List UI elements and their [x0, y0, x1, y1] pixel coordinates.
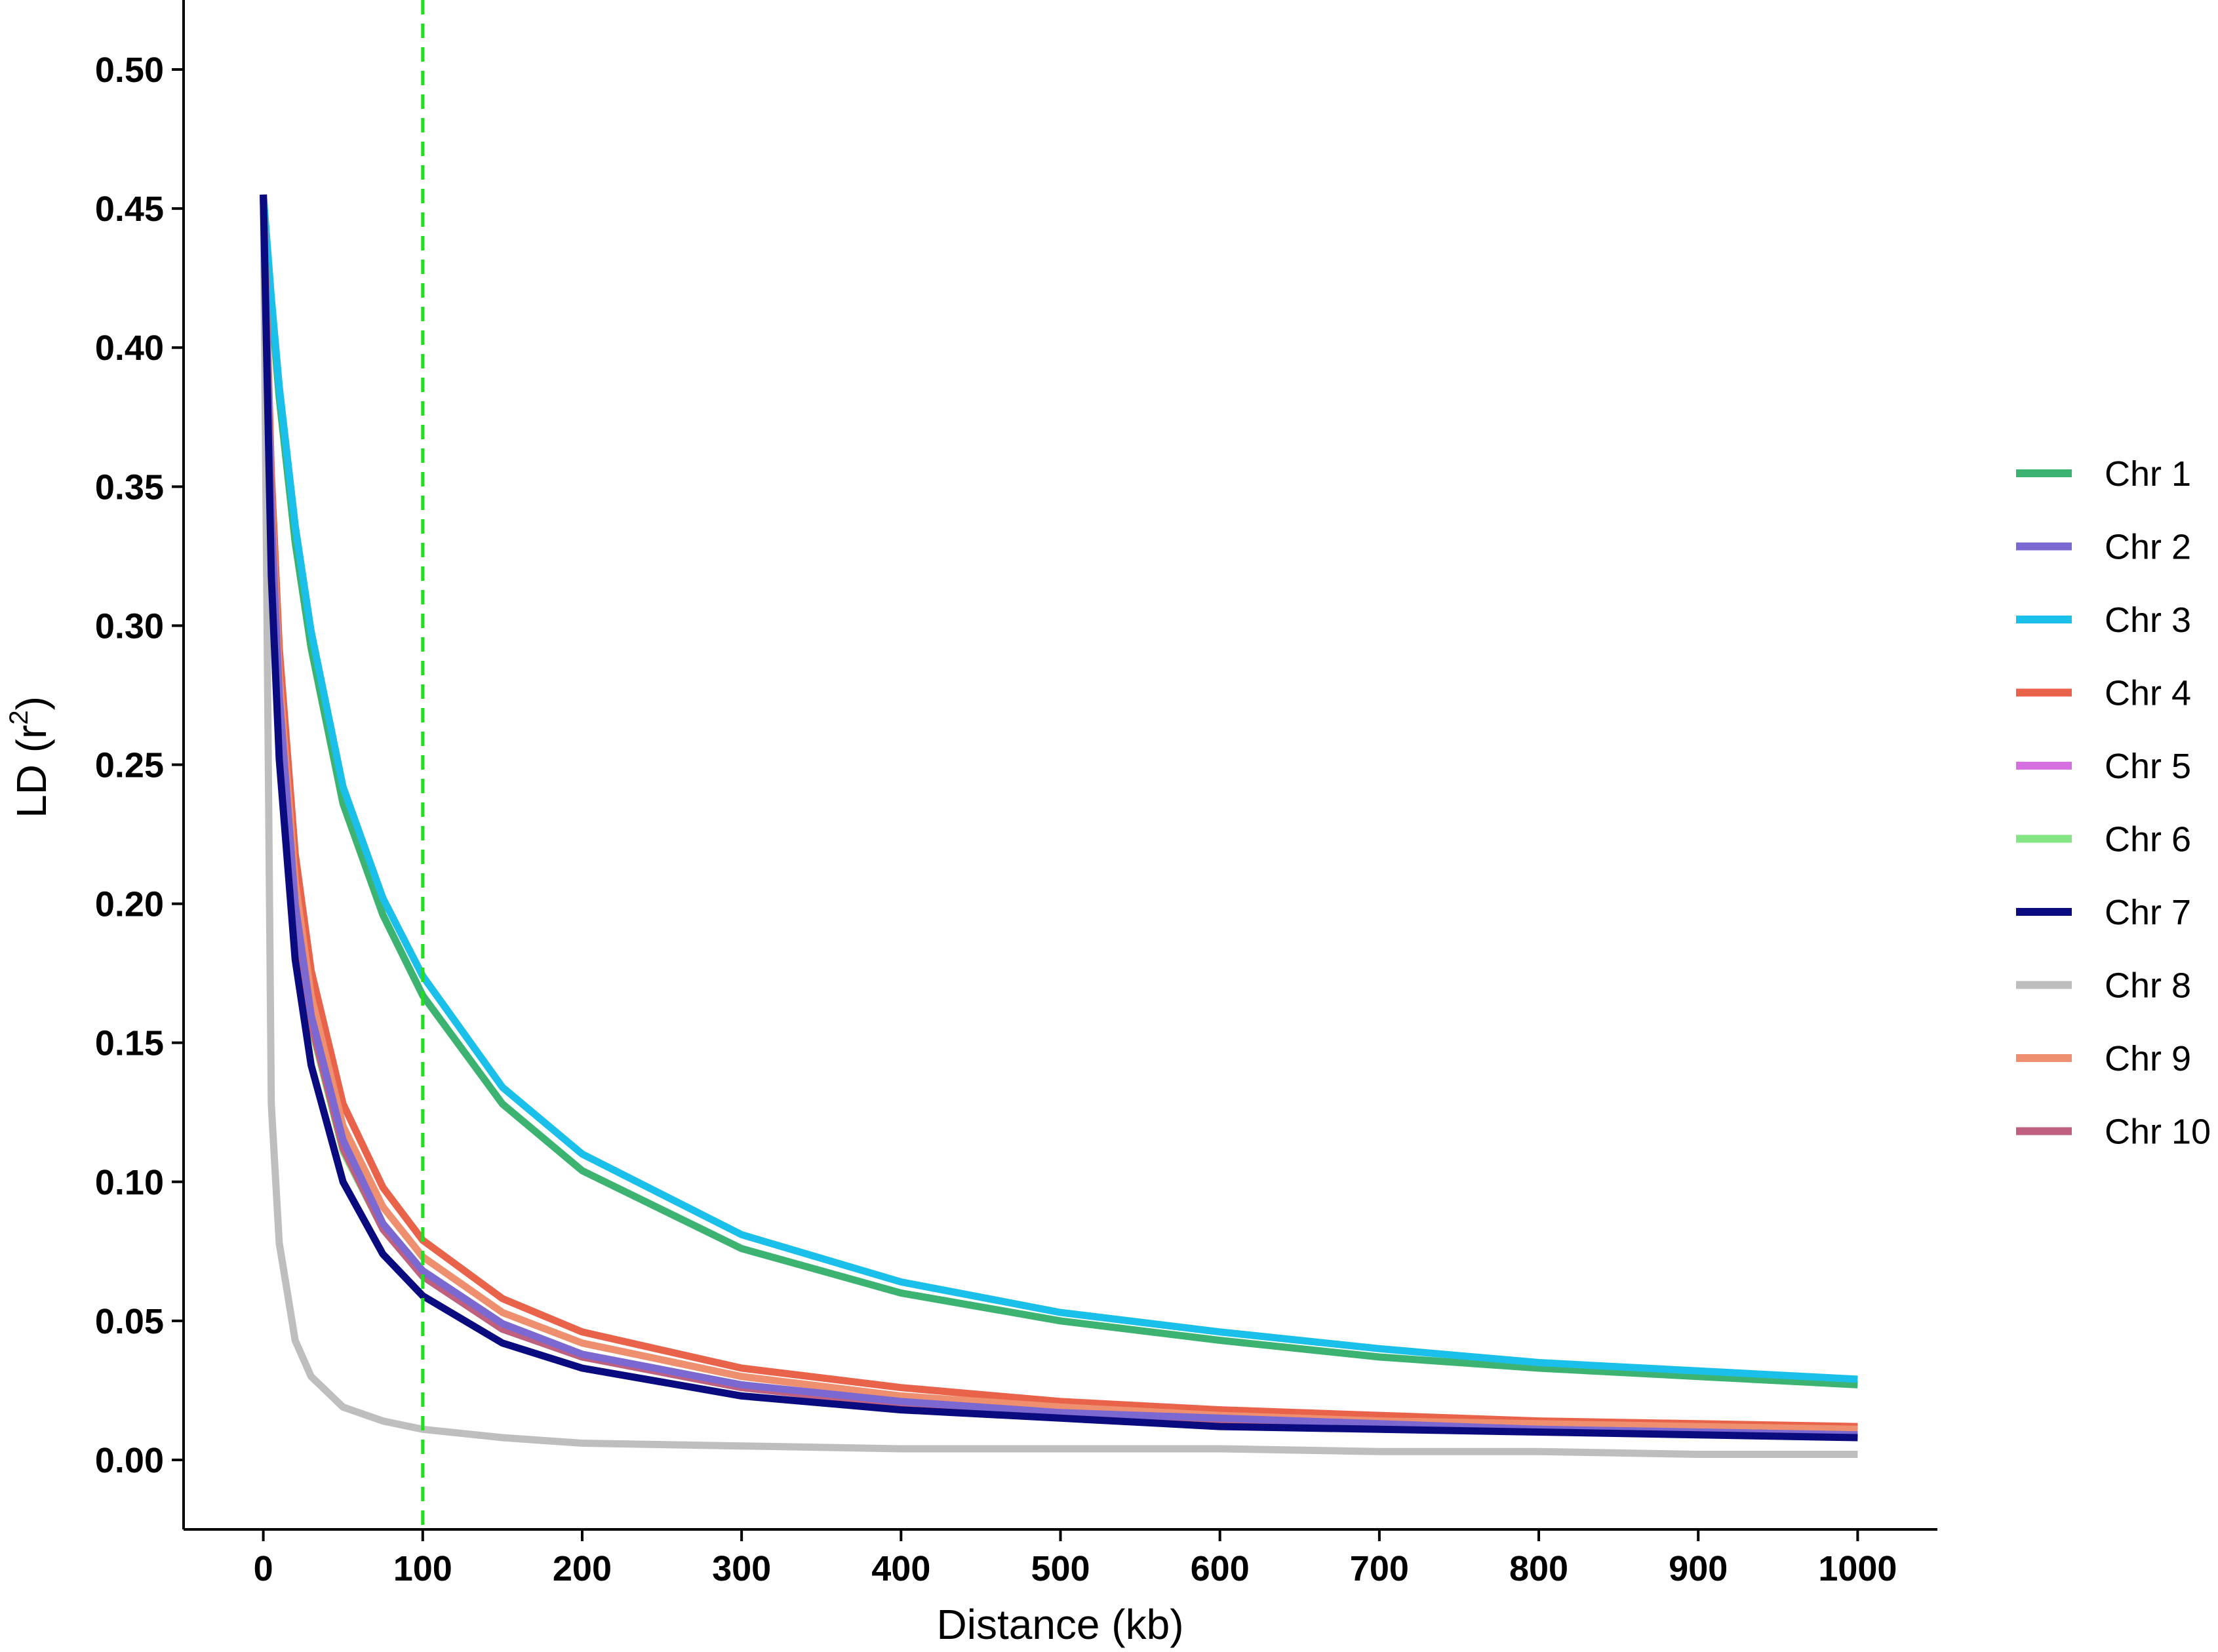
series-line-chr-4 [260, 194, 1858, 1430]
x-tick-label: 300 [712, 1549, 771, 1588]
x-tick-label: 600 [1191, 1549, 1250, 1588]
x-tick-label: 900 [1669, 1549, 1728, 1588]
series-line-chr-5 [260, 194, 1858, 1439]
series-line-chr-8 [260, 194, 1858, 1458]
series-line-chr-3 [260, 194, 1858, 1383]
x-axis-ticks: 0 100 200 300 400 500 600 700 800 900 1000 [254, 1529, 1897, 1588]
x-tick-label: 100 [393, 1549, 452, 1588]
y-axis-ticks: 0.00 0.05 0.10 0.15 0.20 0.25 0.30 0.35 0.40 0.45… [95, 50, 184, 1480]
series-line-chr-6 [260, 194, 1858, 1439]
series-line-chr-2 [260, 194, 1858, 1439]
legend-label-chr-5: Chr 5 [2105, 747, 2191, 786]
axes [182, 0, 1937, 1531]
legend-label-chr-6: Chr 6 [2105, 820, 2191, 859]
x-axis-title: Distance (kb) [937, 1601, 1184, 1648]
x-tick-label: 500 [1031, 1549, 1090, 1588]
series-line-chr-9 [260, 194, 1858, 1433]
legend-label-chr-3: Chr 3 [2105, 600, 2191, 640]
y-tick-label: 0.35 [95, 467, 164, 507]
series-line-chr-10 [260, 194, 1858, 1439]
y-axis-title-superscript: 2 [5, 710, 33, 724]
y-axis-title: LD (r2) [5, 696, 55, 818]
x-tick-label: 0 [254, 1549, 273, 1588]
x-tick-label: 200 [553, 1549, 612, 1588]
legend: Chr 1 Chr 2 Chr 3 Chr 4 Chr 5 Chr 6 Chr 7 Chr 8… [2016, 454, 2211, 1152]
y-axis-title-close: ) [8, 696, 55, 710]
y-tick-label: 0.30 [95, 606, 164, 646]
legend-label-chr-8: Chr 8 [2105, 966, 2191, 1006]
legend-label-chr-1: Chr 1 [2105, 454, 2191, 494]
y-tick-label: 0.45 [95, 189, 164, 229]
y-axis-title-main: LD (r [8, 725, 55, 818]
y-tick-label: 0.50 [95, 50, 164, 90]
legend-label-chr-7: Chr 7 [2105, 893, 2191, 932]
y-tick-label: 0.00 [95, 1441, 164, 1480]
legend-label-chr-2: Chr 2 [2105, 528, 2191, 567]
y-tick-label: 0.40 [95, 328, 164, 368]
y-tick-label: 0.15 [95, 1024, 164, 1063]
legend-label-chr-9: Chr 9 [2105, 1039, 2191, 1078]
legend-label-chr-10: Chr 10 [2105, 1112, 2211, 1152]
plot-area [260, 194, 1858, 1458]
y-tick-label: 0.10 [95, 1163, 164, 1202]
y-tick-label: 0.20 [95, 885, 164, 924]
series-line-chr-7 [260, 194, 1858, 1442]
x-tick-label: 400 [871, 1549, 930, 1588]
y-tick-label: 0.25 [95, 746, 164, 785]
y-tick-label: 0.05 [95, 1302, 164, 1341]
x-tick-label: 800 [1509, 1549, 1568, 1588]
x-tick-label: 700 [1350, 1549, 1409, 1588]
x-tick-label: 1000 [1818, 1549, 1897, 1588]
legend-label-chr-4: Chr 4 [2105, 674, 2191, 713]
series-line-chr-1 [260, 194, 1858, 1388]
